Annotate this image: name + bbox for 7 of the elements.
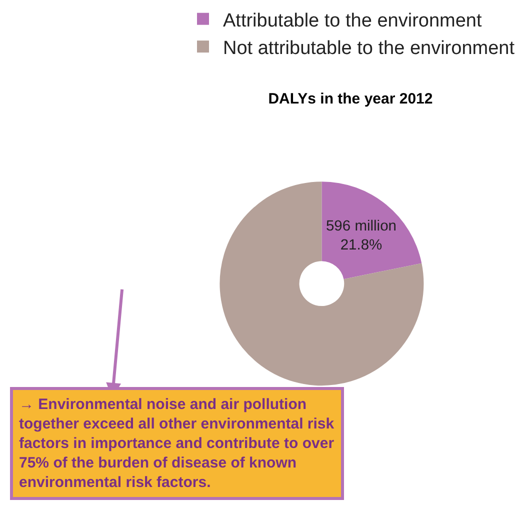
- text: → Environmental noise and air pollution together exceed all other environmental risk factors in importance and contribute to over 75% of the burden of disease of known environmental risk factors.: [19, 396, 335, 491]
- data-label: 596 million 21.8%: [326, 218, 396, 254]
- donut-slice: [322, 182, 422, 280]
- legend-label: Not attributable to the environment: [223, 38, 516, 59]
- donut-slice: [220, 182, 424, 386]
- text: DALYs in the year 2012: [268, 90, 433, 108]
- legend-label: Attributable to the environment: [223, 10, 482, 32]
